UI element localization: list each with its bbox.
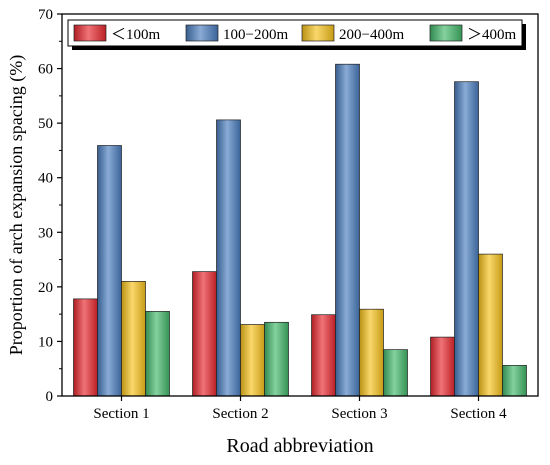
x-tick-label: Section 1 [93, 406, 149, 422]
x-tick-label: Section 2 [212, 406, 268, 422]
x-tick-label: Section 4 [450, 406, 507, 422]
legend: ＜100m 100−200m 200−400m ＞400m [67, 19, 526, 50]
legend-label: 100−200m [223, 27, 288, 43]
x-axis-label: Road abbreviation [226, 435, 373, 457]
bar-section-4-series-1 [430, 336, 455, 397]
legend-label: 200−400m [339, 27, 404, 43]
bar-section-2-series-4 [264, 321, 289, 397]
y-tick-label: 60 [38, 62, 53, 78]
x-tick-label: Section 3 [331, 406, 387, 422]
bar-section-3-series-1 [311, 314, 336, 397]
bar-section-1-series-1 [73, 298, 98, 397]
bar-section-1-series-4 [145, 311, 170, 397]
legend-swatch [429, 24, 463, 42]
bar-section-1-series-3 [121, 281, 146, 397]
y-tick-label: 70 [38, 7, 53, 23]
bar-section-2-series-1 [192, 271, 217, 397]
bar-section-3-series-4 [383, 349, 408, 397]
bar-section-3-series-2 [335, 63, 360, 397]
bar-section-4-series-4 [502, 365, 527, 397]
y-tick-label: 20 [38, 280, 53, 296]
legend-swatch [301, 24, 335, 42]
y-tick-label: 40 [38, 171, 53, 187]
bar-section-1-series-2 [97, 145, 122, 397]
bar-section-4-series-3 [478, 253, 503, 397]
bar-section-2-series-2 [216, 119, 241, 397]
ticks-layer: 0 10 20 30 40 50 60 70 Section 1 Section 2 Section… [38, 7, 507, 422]
legend-label: ＞400m [467, 27, 517, 43]
y-tick-label: 0 [46, 389, 54, 405]
bar-section-2-series-3 [240, 324, 265, 397]
y-axis-label: Proportion of arch expansion spacing (%) [6, 55, 27, 355]
legend-label: ＜100m [111, 27, 161, 43]
bar-section-4-series-2 [454, 81, 479, 397]
bar-section-3-series-3 [359, 308, 384, 397]
legend-swatch [73, 24, 107, 42]
y-tick-label: 30 [38, 225, 53, 241]
y-tick-label: 10 [38, 334, 53, 350]
y-tick-label: 50 [38, 116, 53, 132]
legend-swatch [185, 24, 219, 42]
bars-layer [73, 63, 527, 397]
